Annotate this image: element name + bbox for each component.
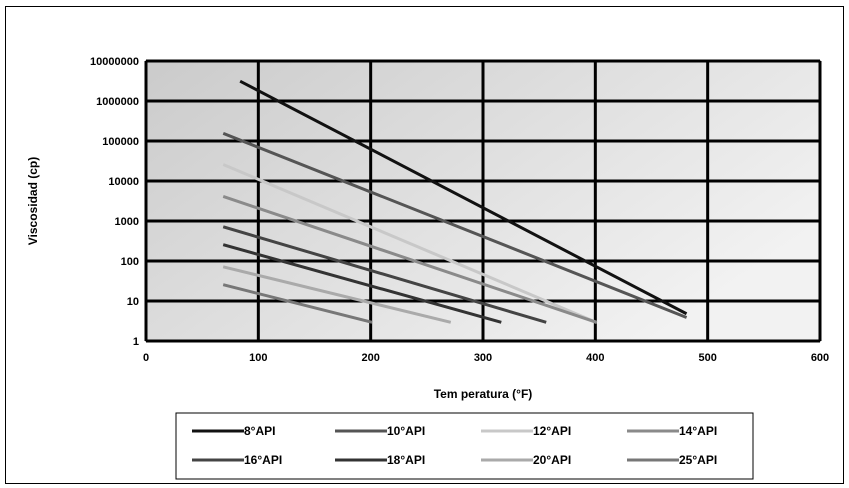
series-line-3	[222, 163, 598, 324]
series-lines	[222, 79, 688, 324]
y-tick-label: 100	[121, 256, 139, 268]
legend-label: 10°API	[387, 424, 425, 438]
series-line-8	[222, 283, 373, 324]
legend-label: 25°API	[679, 453, 717, 467]
x-tick-label: 100	[249, 352, 267, 364]
legend-label: 12°API	[533, 424, 571, 438]
y-axis-title: Viscosidad (cp)	[26, 157, 40, 245]
series-line-6	[222, 243, 502, 324]
series-line-5	[222, 225, 547, 324]
x-tick-label: 200	[361, 352, 379, 364]
grid-lines	[144, 59, 822, 343]
legend-label: 18°API	[387, 453, 425, 467]
x-axis-title: Tem peratura (°F)	[434, 387, 533, 401]
y-tick-labels: 1 10 100 1000 10000 100000 1000000 10000000	[90, 56, 139, 348]
x-tick-labels: 0 100 200 300 400 500 600	[143, 352, 829, 364]
series-line-4	[222, 195, 598, 324]
y-tick-label: 1	[133, 336, 139, 348]
y-tick-label: 1000	[115, 216, 139, 228]
legend: 8°API 10°API 12°API 14°API 16°API 18°API 20°AP…	[192, 424, 717, 467]
x-tick-label: 600	[811, 352, 829, 364]
legend-box	[175, 412, 754, 480]
y-tick-label: 10000000	[90, 56, 139, 68]
legend-label: 16°API	[244, 453, 282, 467]
y-tick-label: 10000	[108, 176, 139, 188]
legend-label: 8°API	[244, 424, 275, 438]
x-tick-label: 300	[474, 352, 492, 364]
series-line-1	[239, 79, 688, 316]
x-tick-label: 0	[143, 352, 149, 364]
legend-label: 14°API	[679, 424, 717, 438]
x-tick-label: 400	[586, 352, 604, 364]
y-tick-label: 10	[127, 296, 139, 308]
legend-label: 20°API	[533, 453, 571, 467]
y-tick-label: 1000000	[96, 96, 139, 108]
x-tick-label: 500	[698, 352, 716, 364]
y-tick-label: 100000	[102, 136, 139, 148]
series-line-2	[222, 132, 688, 319]
series-line-7	[222, 265, 452, 324]
